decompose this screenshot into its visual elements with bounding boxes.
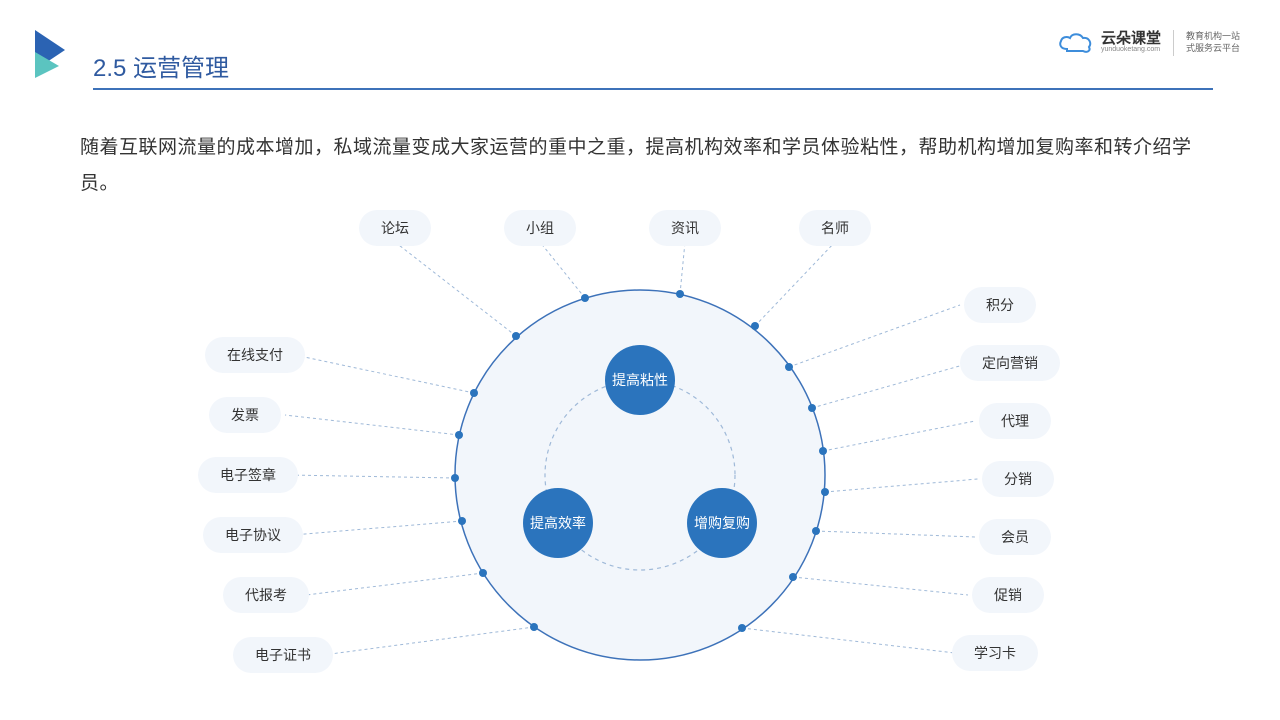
logo-brand-name: 云朵课堂 [1101, 31, 1161, 46]
corner-arrow-icon [35, 30, 77, 83]
operations-diagram: 论坛 小组 资讯 名师在线支付发票电子签章电子协议代报考电子证书 积分定向营销代理分销会… [0, 195, 1280, 720]
pill-promo: 促销 [972, 577, 1044, 613]
pill-ecert: 电子证书 [233, 637, 333, 673]
hub-sticky: 提高粘性 [605, 345, 675, 415]
diagram-svg [0, 195, 1280, 720]
pill-points: 积分 [964, 287, 1036, 323]
pill-agent: 代理 [979, 403, 1051, 439]
logo-tagline: 教育机构一站 式服务云平台 [1186, 31, 1240, 54]
pill-forum: 论坛 [359, 210, 431, 246]
pill-studycard: 学习卡 [952, 635, 1038, 671]
pill-esign: 电子签章 [198, 457, 298, 493]
pill-news: 资讯 [649, 210, 721, 246]
brand-logo: 云朵课堂 yunduoketang.com 教育机构一站 式服务云平台 [1057, 30, 1240, 56]
pill-group: 小组 [504, 210, 576, 246]
pill-member: 会员 [979, 519, 1051, 555]
cloud-icon [1057, 31, 1093, 55]
pill-pay: 在线支付 [205, 337, 305, 373]
logo-text: 云朵课堂 yunduoketang.com [1101, 31, 1161, 54]
intro-paragraph: 随着互联网流量的成本增加，私域流量变成大家运营的重中之重，提高机构效率和学员体验… [80, 130, 1220, 202]
logo-domain: yunduoketang.com [1101, 46, 1161, 54]
pill-proxy: 代报考 [223, 577, 309, 613]
hub-efficient: 提高效率 [523, 488, 593, 558]
section-number: 2.5 [93, 55, 126, 82]
pill-invoice: 发票 [209, 397, 281, 433]
pill-teacher: 名师 [799, 210, 871, 246]
hub-repeat: 增购复购 [687, 488, 757, 558]
pill-eagree: 电子协议 [203, 517, 303, 553]
logo-divider [1173, 30, 1174, 56]
section-title: 2.5 运营管理 [93, 48, 229, 83]
pill-distrib: 分销 [982, 461, 1054, 497]
logo-tagline-2: 式服务云平台 [1186, 43, 1240, 55]
title-underline [93, 88, 1213, 90]
logo-tagline-1: 教育机构一站 [1186, 31, 1240, 43]
section-title-text: 运营管理 [133, 55, 229, 82]
pill-targeted: 定向营销 [960, 345, 1060, 381]
